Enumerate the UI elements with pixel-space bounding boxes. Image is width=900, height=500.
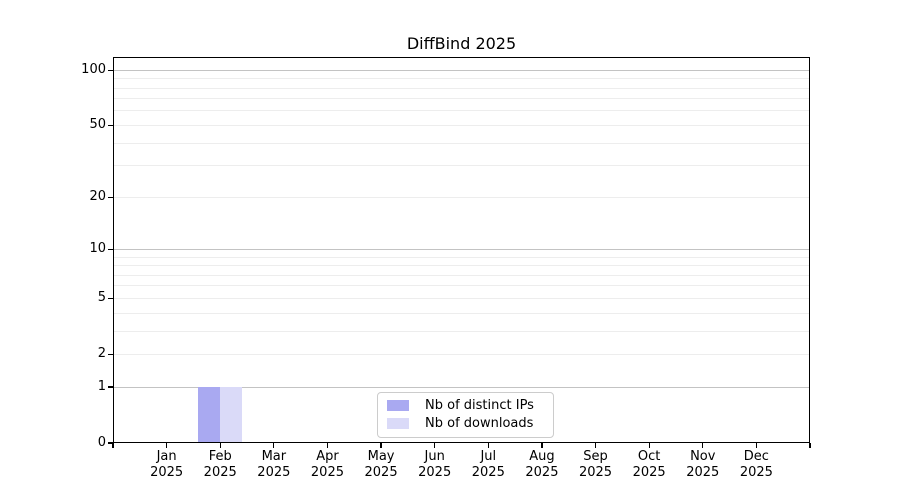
legend-label-downloads: Nb of downloads [425, 416, 534, 432]
plot-area [113, 57, 810, 443]
gridline-minor [113, 110, 810, 112]
x-tick-mark [702, 443, 704, 448]
x-tick-label: Mar 2025 [257, 449, 291, 480]
x-tick-mark [809, 443, 811, 448]
x-tick-label: Nov 2025 [686, 449, 720, 480]
x-tick-mark [594, 443, 597, 448]
y-tick-mark [108, 248, 113, 250]
x-tick-label: May 2025 [364, 449, 398, 480]
gridline-major [113, 386, 810, 388]
y-tick-label: 5 [97, 290, 106, 306]
bar-downloads [220, 387, 243, 443]
x-tick-label: Sep 2025 [578, 449, 613, 480]
x-tick-mark [755, 443, 757, 448]
gridline-minor [113, 274, 810, 276]
x-tick-label: Jan 2025 [150, 449, 184, 480]
x-tick-mark [166, 443, 168, 448]
gridline-minor [113, 124, 810, 126]
gridline-major [113, 248, 810, 250]
x-tick-mark [112, 443, 114, 448]
x-tick-mark [326, 443, 329, 448]
y-tick-mark [108, 353, 113, 355]
gridline-minor [113, 87, 810, 89]
bar-distinct-ips [198, 387, 221, 443]
gridline-minor [113, 312, 810, 314]
y-tick-label: 50 [89, 117, 106, 133]
legend-item-distinct-ips: Nb of distinct IPs [387, 396, 544, 415]
y-tick-label: 20 [89, 189, 106, 205]
y-tick-label: 100 [81, 62, 106, 78]
gridline-minor [113, 196, 810, 198]
y-tick-mark [108, 196, 113, 198]
gridline-minor [113, 165, 810, 167]
gridline-minor [113, 98, 810, 100]
legend-item-downloads: Nb of downloads [387, 415, 544, 434]
x-tick-mark [434, 443, 436, 448]
gridline-minor [113, 353, 810, 355]
x-tick-label: Feb 2025 [203, 449, 237, 480]
x-tick-mark [273, 443, 275, 448]
gridline-minor [113, 265, 810, 267]
gridline-minor [113, 142, 810, 144]
x-tick-label: Jul 2025 [471, 449, 505, 480]
gridline-minor [113, 78, 810, 80]
gridline-minor [113, 297, 810, 299]
gridline-minor [113, 256, 810, 258]
legend-swatch-distinct-ips-icon [387, 399, 409, 411]
chart-title: DiffBind 2025 [406, 34, 517, 53]
x-tick-mark [380, 443, 382, 448]
y-tick-label: 2 [97, 346, 106, 362]
legend-label-distinct-ips: Nb of distinct IPs [425, 397, 534, 413]
gridline-major [113, 69, 810, 71]
y-tick-mark [108, 442, 113, 444]
y-tick-label: 1 [97, 379, 106, 395]
gridline-minor [113, 330, 810, 332]
y-tick-mark [108, 124, 113, 127]
y-tick-mark [108, 69, 113, 71]
x-tick-mark [648, 443, 650, 448]
x-tick-label: Jun 2025 [418, 449, 452, 480]
y-tick-mark [108, 386, 113, 388]
x-tick-mark [219, 443, 221, 448]
y-tick-label: 0 [97, 435, 106, 450]
x-tick-label: Dec 2025 [739, 449, 773, 480]
legend: Nb of distinct IPs Nb of downloads [377, 392, 554, 438]
x-tick-mark [541, 443, 543, 448]
y-tick-mark [108, 297, 113, 299]
x-tick-label: Aug 2025 [525, 449, 559, 480]
x-tick-mark [487, 443, 489, 448]
legend-swatch-downloads-icon [387, 418, 409, 430]
gridline-minor [113, 285, 810, 287]
y-tick-label: 10 [89, 241, 106, 257]
x-tick-label: Apr 2025 [310, 449, 344, 480]
x-tick-label: Oct 2025 [632, 449, 666, 480]
